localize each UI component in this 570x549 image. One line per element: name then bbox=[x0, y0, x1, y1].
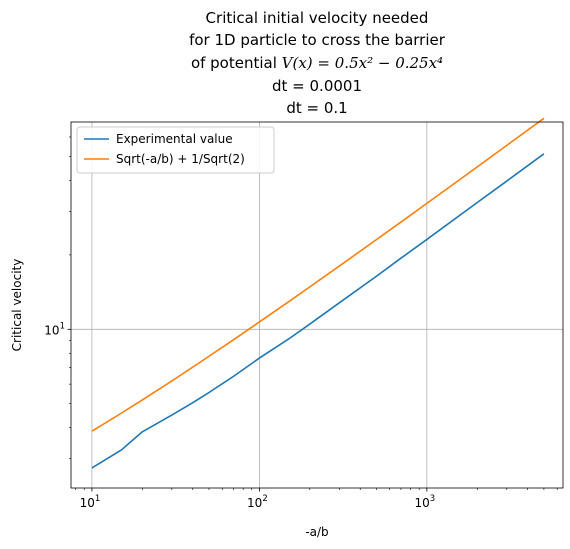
series-group bbox=[91, 117, 545, 469]
chart-title: Critical initial velocity needed for 1D … bbox=[189, 9, 446, 117]
x-axis-ticks: 101 102 103 bbox=[75, 488, 558, 510]
series-line-0 bbox=[91, 153, 545, 469]
legend-label-1: Sqrt(-a/b) + 1/Sqrt(2) bbox=[116, 152, 245, 166]
x-tick-label-1: 102 bbox=[247, 494, 268, 510]
grid bbox=[71, 122, 563, 488]
x-axis-label: -a/b bbox=[305, 525, 328, 539]
title-line-3: of potential V(x) = 0.5x² − 0.25x⁴ bbox=[191, 54, 443, 72]
x-tick-label-2: 103 bbox=[415, 494, 436, 510]
series-line-1 bbox=[91, 117, 545, 432]
y-axis-label: Critical velocity bbox=[10, 259, 24, 352]
title-line-3-prefix: of potential bbox=[191, 54, 282, 72]
legend: Experimental value Sqrt(-a/b) + 1/Sqrt(2… bbox=[76, 126, 275, 174]
title-line-3-formula: V(x) = 0.5x² − 0.25x⁴ bbox=[282, 54, 443, 72]
x-tick-label-0: 101 bbox=[80, 494, 101, 510]
y-tick-label-0: 101 bbox=[44, 321, 65, 337]
title-line-2: for 1D particle to cross the barrier bbox=[189, 31, 446, 49]
title-line-1: Critical initial velocity needed bbox=[206, 9, 429, 27]
title-line-4: dt = 0.0001 bbox=[272, 77, 362, 95]
title-line-5: dt = 0.1 bbox=[286, 99, 347, 117]
legend-label-0: Experimental value bbox=[116, 132, 233, 146]
legend-box bbox=[76, 126, 275, 174]
plot-frame bbox=[70, 121, 564, 489]
y-axis-ticks: 101 bbox=[44, 136, 71, 459]
